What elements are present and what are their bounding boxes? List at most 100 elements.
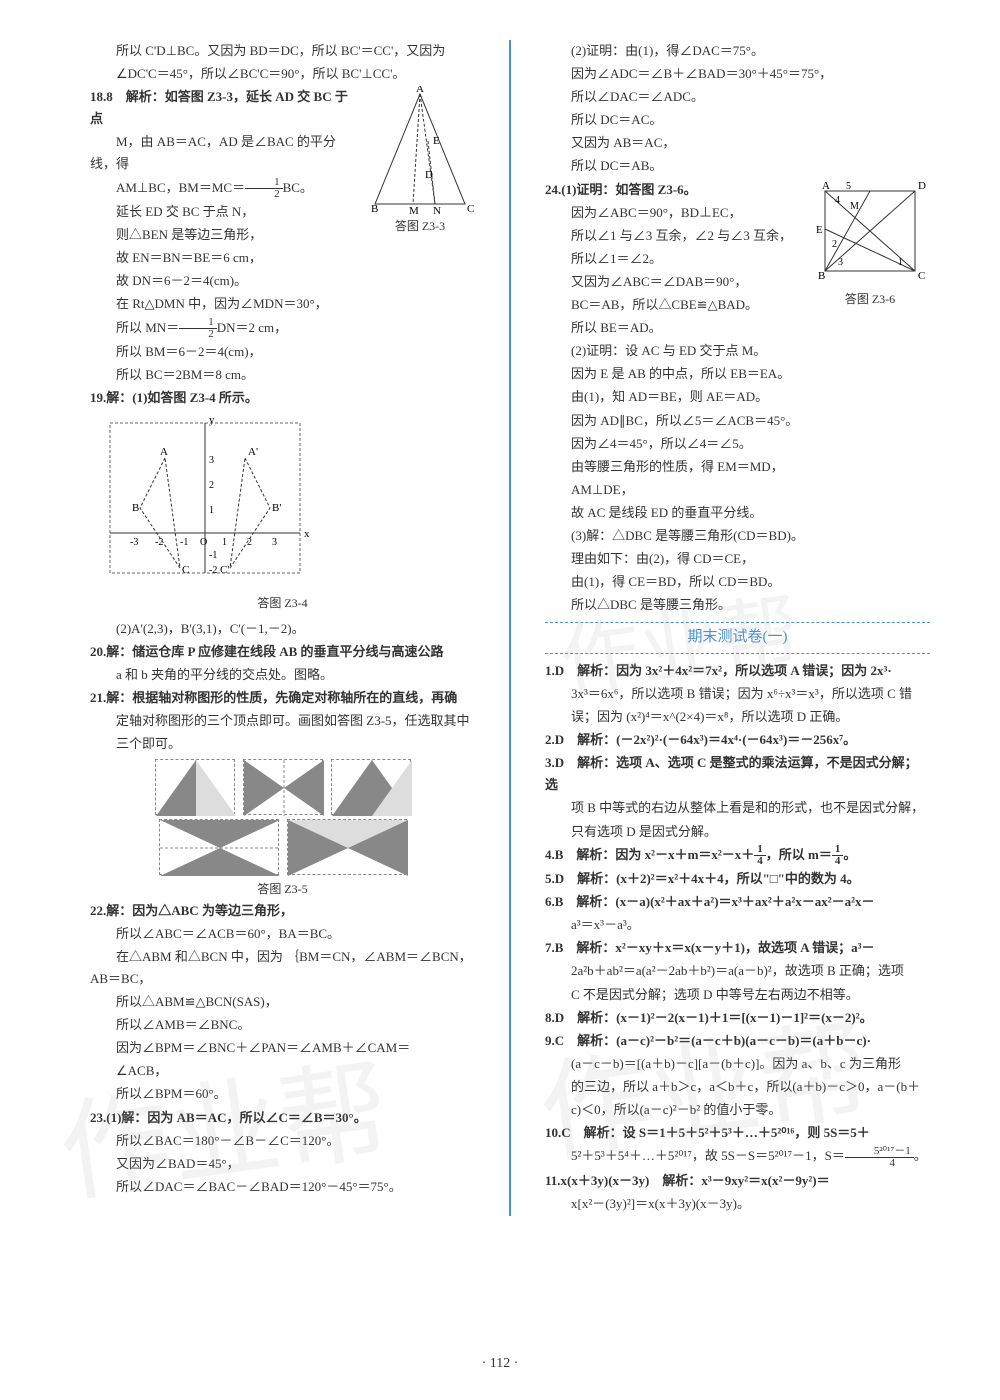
text-line: 23.(1)解：因为 AB＝AC，所以∠C＝∠B＝30°。 (90, 1107, 475, 1129)
svg-text:-2: -2 (155, 537, 163, 548)
svg-text:C: C (467, 203, 474, 215)
text-line: 所以 BM＝6－2＝4(cm)， (90, 341, 475, 363)
text-line: 7.B 解析：x²－xy＋x＝x(x－y＋1)，故选项 A 错误；a³－ (545, 937, 930, 959)
figure-caption: 答图 Z3-5 (90, 879, 475, 899)
svg-text:-3: -3 (130, 537, 138, 548)
text-line: 所以△ABM≌△BCN(SAS)， (90, 991, 475, 1013)
text-line: 11.x(x＋3y)(x－3y) 解析：x³－9xy²＝x(x²－9y²)＝ (545, 1170, 930, 1192)
svg-text:A: A (416, 86, 424, 95)
text-line: 又因为∠BAD＝45°， (90, 1153, 475, 1175)
svg-text:2: 2 (209, 480, 214, 491)
svg-text:C: C (182, 564, 189, 576)
svg-text:A: A (822, 180, 830, 192)
text-line: 19.解：(1)如答图 Z3-4 所示。 (90, 387, 475, 409)
svg-text:-1: -1 (180, 537, 188, 548)
svg-text:3: 3 (838, 257, 843, 268)
left-column: 所以 C'D⊥BC。又因为 BD＝DC，所以 BC'＝CC'，又因为 ∠DC'C… (90, 40, 475, 1216)
svg-text:3: 3 (209, 455, 214, 466)
figure-caption: 答图 Z3-3 (365, 216, 475, 236)
column-divider (509, 40, 511, 1216)
text-line: 三个即可。 (90, 733, 475, 755)
text-line: 所以 C'D⊥BC。又因为 BD＝DC，所以 BC'＝CC'，又因为 (90, 40, 475, 62)
svg-text:M: M (409, 205, 419, 216)
svg-text:D: D (425, 169, 433, 181)
text-line: ∠ACB， (90, 1060, 475, 1082)
text-line: a³＝x³－a³。 (545, 914, 930, 936)
text-line: AM⊥DE， (545, 479, 930, 501)
svg-text:M: M (850, 201, 859, 212)
text-line: (2)证明：由(1)，得∠DAC＝75°。 (545, 40, 930, 62)
text-line: 因为∠4＝45°，所以∠4＝∠5。 (545, 433, 930, 455)
text-line: 所以∠BPM＝60°。 (90, 1083, 475, 1105)
text-line: 故 EN＝BN＝BE＝6 cm， (90, 247, 475, 269)
svg-text:2: 2 (832, 239, 837, 250)
svg-text:N: N (433, 205, 441, 216)
text-line: c)＜0，所以(a－c)²－b² 的值小于零。 (545, 1099, 930, 1121)
text-line: 6.B 解析：(x－a)(x²＋ax＋a²)＝x³＋ax²＋a²x－ax²－a²… (545, 891, 930, 913)
svg-text:B': B' (272, 502, 281, 514)
figure-z3-6: A D B C E M 5 4 2 3 1 答图 Z3-6 (810, 179, 930, 309)
svg-text:O: O (200, 537, 207, 548)
svg-text:C': C' (220, 564, 229, 576)
text-line: 由(1)，得 CE＝BD，所以 CD＝BD。 (545, 571, 930, 593)
text-line: 在 Rt△DMN 中，因为∠MDN＝30°， (90, 293, 475, 315)
text-line: 所以∠BAC＝180°－∠B－∠C＝120°。 (90, 1130, 475, 1152)
svg-text:B: B (132, 502, 139, 514)
text-line: 因为 AD∥BC，所以∠5＝∠ACB＝45°。 (545, 410, 930, 432)
text-line: 只有选项 D 是因式分解。 (545, 821, 930, 843)
svg-text:A': A' (248, 446, 258, 458)
text-line: x[x²－(3y)²]＝x(x＋3y)(x－3y)。 (545, 1193, 930, 1215)
text-line: 所以∠AMB＝∠BNC。 (90, 1014, 475, 1036)
text-line: 理由如下：由(2)，得 CD＝CE， (545, 548, 930, 570)
right-column: (2)证明：由(1)，得∠DAC＝75°。 因为∠ADC＝∠B＋∠BAD＝30°… (545, 40, 930, 1216)
text-line: 3x³＝6x⁶，所以选项 B 错误；因为 x⁶÷x³＝x³，所以选项 C 错 (545, 683, 930, 705)
text-line: 因为∠ADC＝∠B＋∠BAD＝30°＋45°＝75°， (545, 63, 930, 85)
svg-text:A: A (160, 446, 168, 458)
text-line: 故 DN＝6－2＝4(cm)。 (90, 270, 475, 292)
svg-text:E: E (433, 135, 440, 147)
svg-text:C: C (918, 270, 925, 282)
text-line: 20.解：储运仓库 P 应修建在线段 AB 的垂直平分线与高速公路 (90, 641, 475, 663)
svg-text:y: y (209, 414, 215, 426)
svg-text:B: B (371, 203, 378, 215)
svg-text:1: 1 (898, 257, 903, 268)
figure-z3-4: x y -3-2-1 O 123 123 -1-2 ABC A'B'C' 答图 … (90, 413, 475, 613)
text-line: 因为∠BPM＝∠BNC＋∠PAN＝∠AMB＋∠CAM＝ (90, 1037, 475, 1059)
svg-text:1: 1 (222, 537, 227, 548)
svg-text:1: 1 (209, 505, 214, 516)
text-line: (2)证明：设 AC 与 ED 交于点 M。 (545, 340, 930, 362)
text-line: 又因为 AB＝AC， (545, 132, 930, 154)
text-line: 2.D 解析：(－2x²)²·(－64x³)＝4x⁴·(－64x³)＝－256x… (545, 729, 930, 751)
text-line: 项 B 中等式的右边从整体上看是和的形式，也不是因式分解， (545, 797, 930, 819)
text-line: ∠DC'C＝45°，所以∠BC'C＝90°，所以 BC'⊥CC'。 (90, 63, 475, 85)
figure-caption: 答图 Z3-4 (90, 593, 475, 613)
text-line: 由(1)，知 AD＝BE，则 AE＝AD。 (545, 386, 930, 408)
text-line: 所以∠DAC＝∠BAC－∠BAD＝120°－45°＝75°。 (90, 1176, 475, 1198)
text-line: 所以 MN＝12DN＝2 cm， (90, 317, 475, 341)
text-line: 9.C 解析：(a－c)²－b²＝(a－c＋b)(a－c－b)＝(a＋b－c)· (545, 1030, 930, 1052)
page-content: 所以 C'D⊥BC。又因为 BD＝DC，所以 BC'＝CC'，又因为 ∠DC'C… (0, 0, 1000, 1236)
text-line: 22.解：因为△ABC 为等边三角形， (90, 900, 475, 922)
text-line: 所以 DC＝AC。 (545, 109, 930, 131)
svg-text:B: B (818, 270, 825, 282)
text-line: 10.C 解析：设 S＝1＋5＋5²＋5³＋…＋5²⁰¹⁶，则 5S＝5＋ (545, 1122, 930, 1144)
svg-text:-2: -2 (209, 565, 217, 576)
text-line: 定轴对称图形的三个顶点即可。画图如答图 Z3-5，任选取其中 (90, 710, 475, 732)
text-line: 误；因为 (x²)⁴＝x^(2×4)＝x⁸，所以选项 D 正确。 (545, 706, 930, 728)
text-line: 4.B 解析：因为 x²－x＋m＝x²－x＋14，所以 m＝14。 (545, 844, 930, 868)
text-line: 因为 E 是 AB 的中点，所以 EB＝EA。 (545, 363, 930, 385)
figure-z3-5-row2 (90, 819, 475, 875)
text-line: 故 AC 是线段 ED 的垂直平分线。 (545, 502, 930, 524)
svg-text:x: x (304, 528, 310, 540)
figure-z3-3: A B C E D M N 答图 Z3-3 (365, 86, 475, 236)
text-line: 所以 BC＝2BM＝8 cm。 (90, 364, 475, 386)
text-line: 21.解：根据轴对称图形的性质，先确定对称轴所在的直线，再确 (90, 687, 475, 709)
page-number: · 112 · (0, 1352, 1000, 1376)
text-line: (2)A'(2,3)，B'(3,1)，C'(－1,－2)。 (90, 618, 475, 640)
text-line: C 不是因式分解；选项 D 中等号左右两边不相等。 (545, 984, 930, 1006)
figure-z3-5-row1 (90, 759, 475, 815)
text-line: 2a²b＋ab²＝a(a²－2ab＋b²)＝a(a－b)²，故选项 B 正确；选… (545, 960, 930, 982)
svg-text:E: E (816, 224, 823, 236)
text-line: 8.D 解析：(x－1)²－2(x－1)＋1＝[(x－1)－1]²＝(x－2)²… (545, 1007, 930, 1029)
svg-text:3: 3 (272, 537, 277, 548)
